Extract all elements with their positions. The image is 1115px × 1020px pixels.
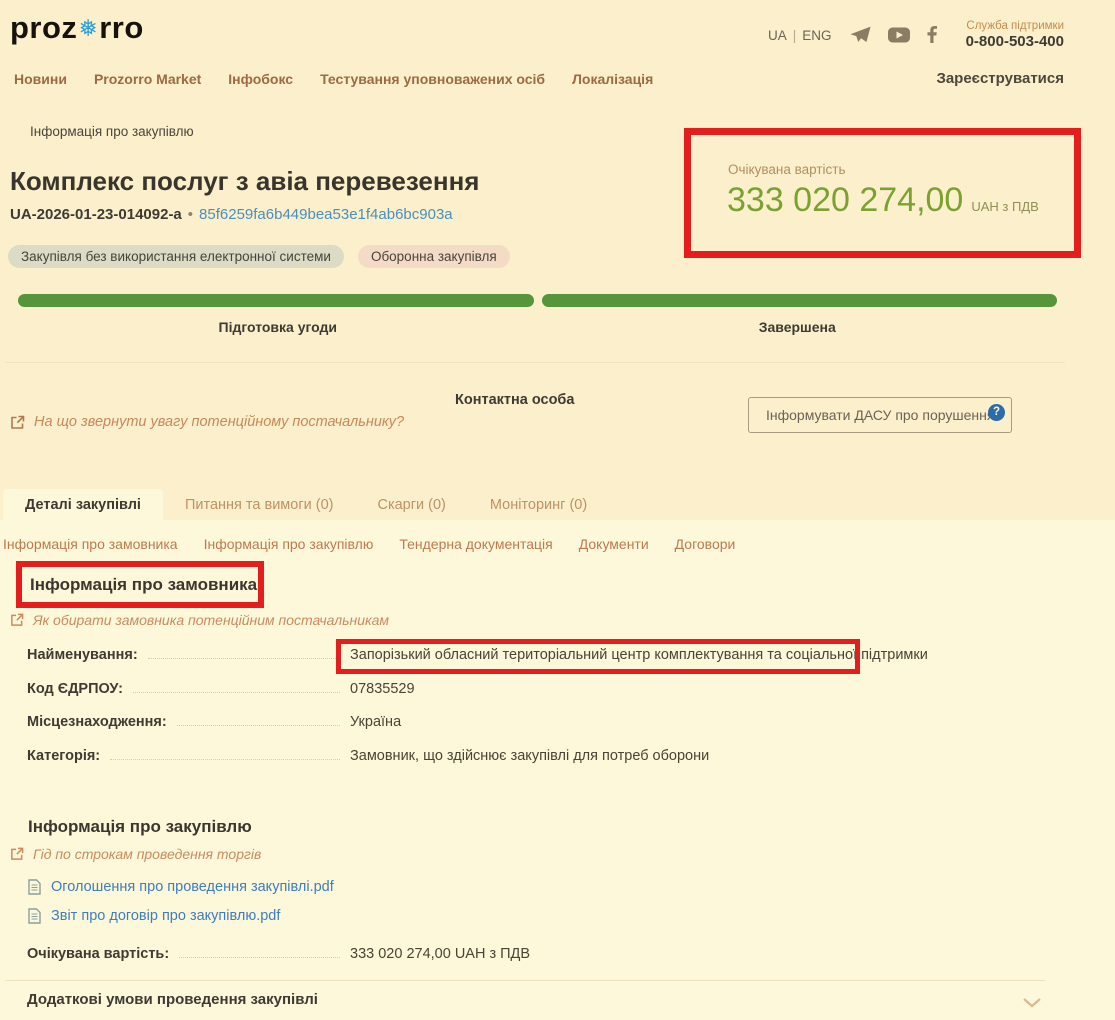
contact-person-label: Контактна особа xyxy=(455,392,575,408)
tender-hash-link[interactable]: 85f6259fa6b449bea53e1f4ab6bc903a xyxy=(199,206,453,223)
social-links xyxy=(850,26,937,43)
terms-guide-link[interactable]: Гід по строкам проведення торгів xyxy=(10,846,261,862)
field-value-expected: 333 020 274,00 UAH з ПДВ xyxy=(350,946,531,962)
tender-id-row: UA-2026-01-23-014092-a • 85f6259fa6b449bea… xyxy=(10,206,453,223)
subnav-documents[interactable]: Документи xyxy=(578,536,649,552)
chevron-down-icon[interactable] xyxy=(1022,995,1042,1013)
field-value-category: Замовник, що здійснює закупівлі для потр… xyxy=(350,748,710,764)
expected-value-amount: 333 020 274,00 UAH з ПДВ xyxy=(727,181,1039,219)
field-label: Місцезнаходження: xyxy=(27,714,350,730)
dotted-leader xyxy=(147,658,340,659)
support-label: Служба підтримки xyxy=(966,20,1064,32)
tab-details[interactable]: Деталі закупівлі xyxy=(3,489,163,521)
register-link[interactable]: Зареєструватися xyxy=(936,70,1064,87)
field-label: Код ЄДРПОУ: xyxy=(27,681,350,697)
help-icon[interactable]: ? xyxy=(988,404,1005,421)
supplier-hint-text: На що звернути увагу потенційному постач… xyxy=(34,414,405,430)
document-icon xyxy=(28,879,41,895)
customer-section-heading: Інформація про замовника xyxy=(30,575,258,594)
subnav-customer-info[interactable]: Інформація про замовника xyxy=(3,536,178,552)
subnav-tender-docs[interactable]: Тендерна документація xyxy=(399,536,553,552)
field-value-location: Україна xyxy=(350,714,402,730)
dotted-leader xyxy=(179,957,340,958)
badge-defense-procurement: Оборонна закупівля xyxy=(357,245,510,268)
supplier-hint-link[interactable]: На що звернути увагу потенційному постач… xyxy=(10,414,404,430)
subnav-contracts[interactable]: Договори xyxy=(674,536,736,552)
customer-howto-text: Як обирати замовника потенційним постача… xyxy=(33,612,389,628)
field-row-name: Найменування: Запорізький обласний терит… xyxy=(27,647,1037,663)
expected-value-currency: UAH з ПДВ xyxy=(971,199,1039,214)
main-nav: Новини Prozorro Market Інфобокс Тестуван… xyxy=(14,71,653,87)
stage-labels: Підготовка угоди Завершена xyxy=(18,319,1057,335)
field-value-customer-name: Запорізький обласний територіальний цент… xyxy=(350,647,928,663)
stage-label-completed: Завершена xyxy=(758,319,836,335)
tab-bar: Деталі закупівлі Питання та вимоги (0) С… xyxy=(3,489,609,521)
field-label: Найменування: xyxy=(27,647,350,663)
expected-value-label: Очікувана вартість xyxy=(728,162,846,177)
facebook-icon[interactable] xyxy=(927,26,937,43)
breadcrumb: Інформація про закупівлю xyxy=(30,124,194,139)
logo-text-right: rro xyxy=(99,10,144,45)
details-subnav: Інформація про замовника Інформація про … xyxy=(3,536,735,552)
document-link-contract-report[interactable]: Звіт про договір про закупівлю.pdf xyxy=(28,908,280,924)
document-icon xyxy=(28,908,41,924)
nav-item-infobox[interactable]: Інфобокс xyxy=(228,71,294,87)
tab-monitoring[interactable]: Моніторинг (0) xyxy=(489,497,588,513)
stage-bar-preparation xyxy=(18,294,534,307)
field-row-expected-value: Очікувана вартість: 333 020 274,00 UAH з… xyxy=(27,946,1037,962)
external-link-icon xyxy=(10,613,24,627)
section-divider xyxy=(5,362,1065,363)
document-link-text: Оголошення про проведення закупівлі.pdf xyxy=(51,879,334,895)
field-label: Категорія: xyxy=(27,748,350,764)
dotted-leader xyxy=(132,692,340,693)
lang-divider: | xyxy=(792,28,797,43)
terms-guide-text: Гід по строкам проведення торгів xyxy=(33,846,262,862)
subnav-purchase-info[interactable]: Інформація про закупівлю xyxy=(203,536,374,552)
field-label: Очікувана вартість: xyxy=(27,946,350,962)
tender-id: UA-2026-01-23-014092-a xyxy=(10,206,182,223)
field-row-edrpou: Код ЄДРПОУ: 07835529 xyxy=(27,681,1037,697)
tab-questions[interactable]: Питання та вимоги (0) xyxy=(184,497,334,513)
field-value-edrpou: 07835529 xyxy=(350,681,415,697)
nav-item-localization[interactable]: Локалізація xyxy=(572,71,654,87)
external-link-icon xyxy=(10,847,24,861)
logo-text-left: proz xyxy=(10,10,78,45)
lang-eng[interactable]: ENG xyxy=(802,28,832,43)
badges-row: Закупівля без використання електронної с… xyxy=(8,245,510,268)
section-divider xyxy=(5,980,1045,981)
lang-ua[interactable]: UA xyxy=(768,28,787,43)
stage-progress-bars xyxy=(18,294,1057,307)
details-background xyxy=(0,520,1115,1020)
support-block: Служба підтримки 0-800-503-400 xyxy=(966,20,1064,50)
dotted-leader xyxy=(176,725,340,726)
id-separator: • xyxy=(187,206,194,223)
snowflake-icon: ❅ xyxy=(78,15,99,41)
report-dasu-button[interactable]: Інформувати ДАСУ про порушення xyxy=(748,397,1013,433)
stage-bar-completed xyxy=(541,294,1057,307)
document-link-text: Звіт про договір про закупівлю.pdf xyxy=(51,908,281,924)
nav-item-market[interactable]: Prozorro Market xyxy=(93,71,202,87)
support-phone[interactable]: 0-800-503-400 xyxy=(965,33,1064,50)
field-row-category: Категорія: Замовник, що здійснює закупів… xyxy=(27,748,1037,764)
stage-label-preparation: Підготовка угоди xyxy=(218,319,338,335)
external-link-icon xyxy=(10,415,25,430)
tender-title: Комплекс послуг з авіа перевезення xyxy=(10,166,480,196)
purchase-section-heading: Інформація про закупівлю xyxy=(28,817,252,836)
youtube-icon[interactable] xyxy=(888,27,910,43)
dotted-leader xyxy=(110,759,340,760)
language-switcher: UA | ENG xyxy=(768,28,832,43)
badge-no-electronic-system: Закупівля без використання електронної с… xyxy=(8,245,344,268)
document-link-announcement[interactable]: Оголошення про проведення закупівлі.pdf xyxy=(28,879,334,895)
field-row-location: Місцезнаходження: Україна xyxy=(27,714,1037,730)
nav-item-news[interactable]: Новини xyxy=(14,71,67,87)
nav-item-testing[interactable]: Тестування уповноважених осіб xyxy=(320,71,546,87)
customer-howto-link[interactable]: Як обирати замовника потенційним постача… xyxy=(10,612,389,628)
prozorro-logo[interactable]: proz❅rro xyxy=(10,10,144,46)
tab-complaints[interactable]: Скарги (0) xyxy=(377,497,446,513)
additional-terms-toggle[interactable]: Додаткові умови проведення закупівлі xyxy=(27,991,318,1008)
telegram-icon[interactable] xyxy=(850,26,871,43)
